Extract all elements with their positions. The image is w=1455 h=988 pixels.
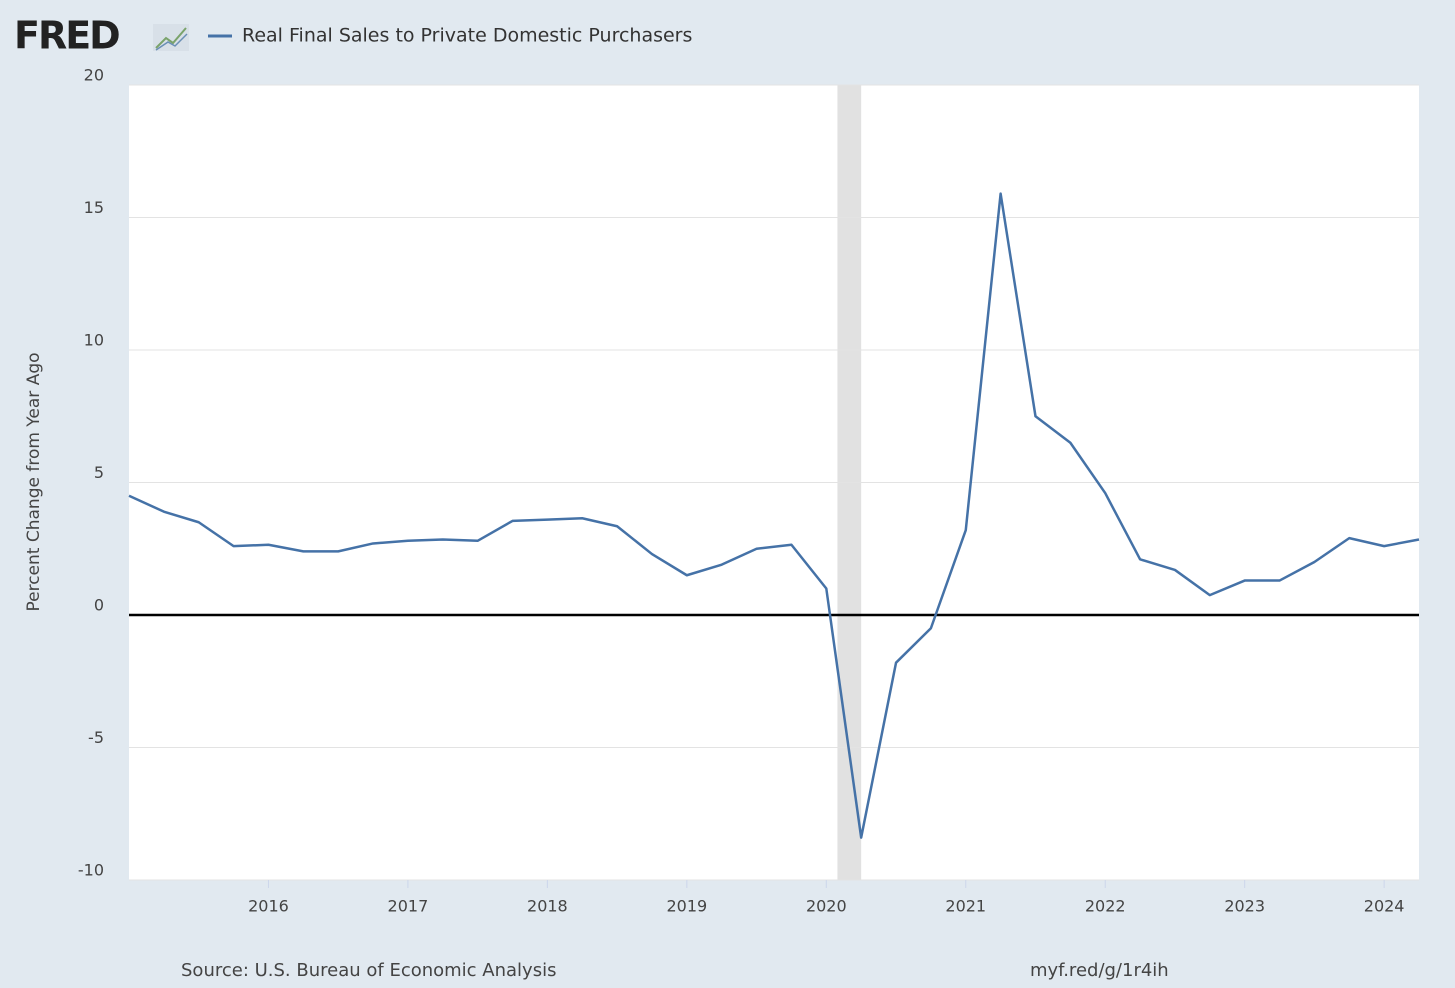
logo: FRED bbox=[14, 14, 119, 58]
x-tick-label: 2021 bbox=[945, 897, 986, 916]
y-tick-label: 0 bbox=[94, 596, 104, 615]
y-tick-label: 15 bbox=[84, 198, 104, 217]
y-axis-label: Percent Change from Year Ago bbox=[24, 352, 44, 611]
y-tick-label: 20 bbox=[84, 66, 104, 85]
series-line bbox=[128, 192, 1420, 839]
x-tick-label: 2018 bbox=[527, 897, 568, 916]
link: myf.red/g/1r4ih bbox=[1030, 960, 1169, 981]
x-tick-label: 2017 bbox=[388, 897, 429, 916]
y-tick-label: -10 bbox=[78, 861, 104, 880]
x-tick-label: 2022 bbox=[1085, 897, 1126, 916]
logo-icon bbox=[153, 24, 189, 51]
y-tick-label: 5 bbox=[94, 463, 104, 482]
y-tick-label: 10 bbox=[84, 331, 104, 350]
x-tick-label: 2019 bbox=[666, 897, 707, 916]
x-tick-label: 2020 bbox=[806, 897, 847, 916]
source: Source: U.S. Bureau of Economic Analysis bbox=[181, 960, 556, 981]
legend-label: Real Final Sales to Private Domestic Pur… bbox=[242, 25, 692, 47]
x-tick-label: 2016 bbox=[248, 897, 289, 916]
x-tick-label: 2023 bbox=[1224, 897, 1265, 916]
y-tick-label: -5 bbox=[88, 728, 104, 747]
x-tick-label: 2024 bbox=[1364, 897, 1405, 916]
